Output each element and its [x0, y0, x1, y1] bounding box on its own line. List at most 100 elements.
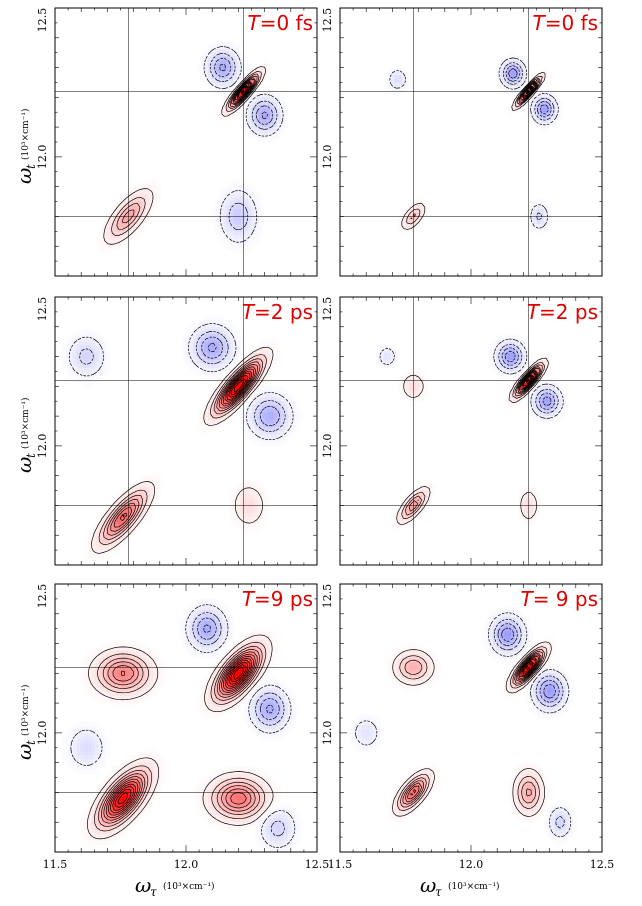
guide-lines	[55, 667, 317, 793]
heatmap-cells	[62, 315, 303, 562]
spectrum-panel-row2-col1: T=2 ps	[54, 296, 318, 566]
negative-contour	[207, 343, 217, 353]
positive-contour	[237, 84, 251, 98]
y-axis-symbol: ω	[12, 168, 36, 184]
time-value: =2 ps	[254, 300, 313, 324]
y-axis-units: (10³×cm⁻¹)	[20, 108, 31, 160]
positive-contour	[107, 655, 254, 816]
negative-contour	[498, 343, 559, 414]
y-axis-subscript: t	[24, 453, 38, 458]
positive-contour	[230, 378, 247, 396]
positive-contour	[97, 645, 263, 827]
positive-contour	[226, 372, 251, 401]
y-tick-label: 12.0	[321, 145, 334, 170]
positive-contour	[98, 354, 267, 546]
time-symbol: T	[242, 587, 256, 611]
time-delay-label: T=0 fs	[247, 11, 313, 35]
time-delay-label: T= 9 ps	[520, 587, 598, 611]
x-tick-label: 12.0	[459, 858, 484, 871]
tick-marks	[54, 583, 318, 853]
spectrum-panel-row3-col2: T= 9 ps	[339, 583, 603, 853]
negative-contour	[201, 336, 280, 427]
tick-marks	[339, 7, 603, 277]
time-value: =0 fs	[545, 11, 598, 35]
x-axis-units: (10³×cm⁻¹)	[448, 881, 500, 892]
positive-contour	[228, 374, 249, 398]
positive-contour	[522, 83, 536, 99]
positive-contour	[517, 367, 540, 394]
y-tick-label: 12.5	[36, 584, 49, 609]
negative-contour	[192, 612, 285, 837]
positive-contour	[521, 371, 537, 390]
negative-contour	[214, 57, 274, 125]
time-value: =9 ps	[254, 587, 313, 611]
positive-contour	[105, 653, 256, 819]
positive-contour	[392, 641, 552, 817]
positive-contour	[121, 75, 258, 224]
tick-marks	[339, 296, 603, 566]
positive-contour	[238, 86, 248, 96]
positive-contour	[407, 654, 541, 800]
y-tick-label: 12.5	[321, 584, 334, 609]
x-axis-symbol: ω	[420, 873, 436, 897]
y-tick-label: 12.0	[36, 434, 49, 459]
x-tick-label: 11.5	[43, 858, 68, 871]
contour-lines	[355, 612, 572, 838]
y-axis-title: ωt (10³×cm⁻¹)	[12, 108, 38, 184]
positive-contour	[233, 78, 255, 105]
positive-contour	[522, 659, 536, 675]
y-tick-label: 12.5	[36, 297, 49, 322]
positive-contour	[521, 658, 537, 677]
guide-lines	[55, 297, 317, 565]
spectrum-panel-row1-col2: T=0 fs	[339, 7, 603, 277]
positive-contour	[86, 634, 274, 840]
y-axis-symbol: ω	[12, 457, 36, 473]
positive-contour	[519, 657, 538, 678]
contour-lines	[68, 323, 294, 554]
positive-contour	[520, 82, 537, 101]
spectrum-panel-row1-col1: T=0 fs	[54, 7, 318, 277]
positive-contour	[404, 652, 542, 803]
positive-contour	[522, 372, 536, 388]
time-value: = 9 ps	[533, 587, 598, 611]
tick-marks	[54, 7, 318, 277]
positive-contour	[401, 71, 546, 230]
time-symbol: T	[527, 300, 541, 324]
y-axis-subscript: t	[24, 164, 38, 169]
negative-contour	[203, 624, 274, 714]
negative-contour	[219, 64, 269, 120]
guide-lines	[340, 8, 602, 276]
x-axis-labels: ωτ (10³×cm⁻¹) ωτ (10³×cm⁻¹)	[135, 873, 500, 899]
negative-contour	[497, 623, 560, 703]
y-tick-label: 12.0	[321, 434, 334, 459]
positive-contour	[410, 77, 541, 219]
x-tick-label: 11.5	[328, 858, 353, 871]
time-symbol: T	[520, 587, 534, 611]
negative-contour	[501, 347, 555, 410]
x-tick-label: 12.5	[305, 858, 330, 871]
positive-contour	[103, 66, 267, 245]
y-tick-label: 12.0	[321, 721, 334, 746]
positive-contour	[522, 374, 534, 387]
positive-contour	[526, 663, 532, 671]
y-axis-units: (10³×cm⁻¹)	[20, 397, 31, 449]
time-symbol: T	[242, 300, 256, 324]
negative-contour	[505, 350, 552, 406]
guide-lines	[55, 8, 317, 276]
negative-contour	[501, 627, 556, 699]
positive-contour	[114, 662, 249, 808]
negative-contour	[502, 62, 555, 221]
positive-contour	[110, 657, 253, 814]
x-axis-subscript: τ	[435, 885, 442, 899]
contour-lines	[70, 604, 296, 848]
positive-contour	[106, 361, 261, 536]
spectrum-panel-row2-col2: T=2 ps	[339, 296, 603, 566]
positive-contour	[408, 366, 542, 512]
y-axis-units: (10³×cm⁻¹)	[20, 684, 31, 736]
guide-lines	[340, 297, 602, 565]
positive-contour	[103, 651, 258, 821]
x-axis-symbol: ω	[135, 873, 151, 897]
panel-grid: T=0 fs T=0 fsT=2 ps T=2 psT=9 ps T= 9 ps	[54, 7, 603, 853]
spectrum-panel-row3-col1: T=9 ps	[54, 583, 318, 853]
